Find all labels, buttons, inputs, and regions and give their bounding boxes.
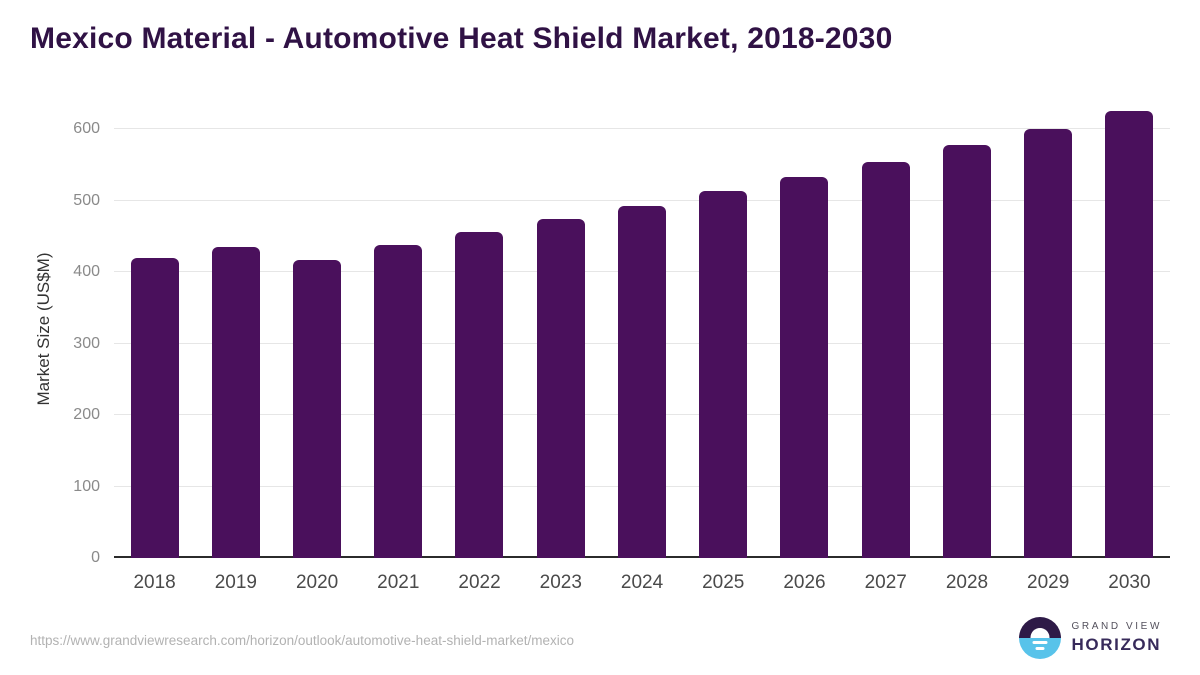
sun-dome-shape — [1030, 628, 1050, 638]
bar-2029[interactable] — [1024, 129, 1073, 558]
bar-2027[interactable] — [861, 161, 910, 558]
x-tick-label-2021: 2021 — [377, 572, 420, 593]
logo-grand-view-label: GRAND VIEW — [1071, 621, 1162, 632]
x-tick-label-2020: 2020 — [295, 572, 339, 593]
bar-2019[interactable] — [211, 246, 260, 558]
x-tick-label-2029: 2029 — [1027, 572, 1070, 593]
x-tick-label-2022: 2022 — [458, 572, 501, 593]
y-tick-label-200: 200 — [73, 406, 100, 423]
bar-2022[interactable] — [455, 231, 504, 558]
chart-title: Mexico Material - Automotive Heat Shield… — [30, 22, 893, 55]
horizon-reflection-line — [1035, 647, 1045, 650]
x-tick-label-2018: 2018 — [133, 572, 176, 593]
x-axis-labels: 2018 2019 2020 2021 2022 2023 2024 2025 2026 2027… — [114, 560, 1170, 594]
gridline-600 — [114, 128, 1170, 129]
x-tick-label-2027: 2027 — [864, 572, 907, 593]
bar-2025[interactable] — [699, 191, 748, 558]
bar-2030[interactable] — [1105, 111, 1154, 558]
gridline-500 — [114, 199, 1170, 201]
bar-2021[interactable] — [374, 244, 423, 558]
x-tick-label-2025: 2025 — [702, 572, 745, 593]
y-tick-label-0: 0 — [91, 549, 100, 566]
horizon-sun-icon — [1018, 617, 1061, 659]
bar-2024[interactable] — [617, 205, 666, 558]
x-tick-label-2030: 2030 — [1108, 572, 1151, 593]
horizon-reflection-line — [1032, 641, 1048, 644]
logo-horizon-label: HORIZON — [1071, 635, 1162, 654]
x-tick-label-2026: 2026 — [783, 572, 826, 593]
logo-text: GRAND VIEW HORIZON — [1072, 621, 1162, 655]
bar-2018[interactable] — [130, 257, 179, 558]
bar-2028[interactable] — [942, 145, 991, 558]
x-tick-label-2019: 2019 — [214, 572, 257, 593]
y-tick-label-600: 600 — [73, 120, 100, 137]
y-tick-label-500: 500 — [73, 191, 100, 209]
plot-area: 0 100 200 300 400 500 600 — [73, 100, 1170, 566]
bar-2020[interactable] — [293, 259, 342, 558]
bar-series — [114, 100, 1170, 558]
y-tick-label-400: 400 — [73, 263, 100, 280]
grandview-horizon-logo: GRAND VIEW HORIZON — [1018, 617, 1162, 659]
y-tick-label-300: 300 — [73, 334, 100, 352]
x-tick-label-2024: 2024 — [620, 572, 664, 593]
y-axis-title: Market Size (US$M) — [34, 252, 53, 406]
bar-2026[interactable] — [780, 176, 829, 558]
source-url: https://www.grandviewresearch.com/horizo… — [30, 633, 574, 648]
y-tick-label-100: 100 — [73, 477, 100, 495]
bar-2023[interactable] — [536, 219, 585, 558]
x-tick-label-2023: 2023 — [539, 572, 582, 593]
x-tick-label-2028: 2028 — [945, 572, 989, 593]
